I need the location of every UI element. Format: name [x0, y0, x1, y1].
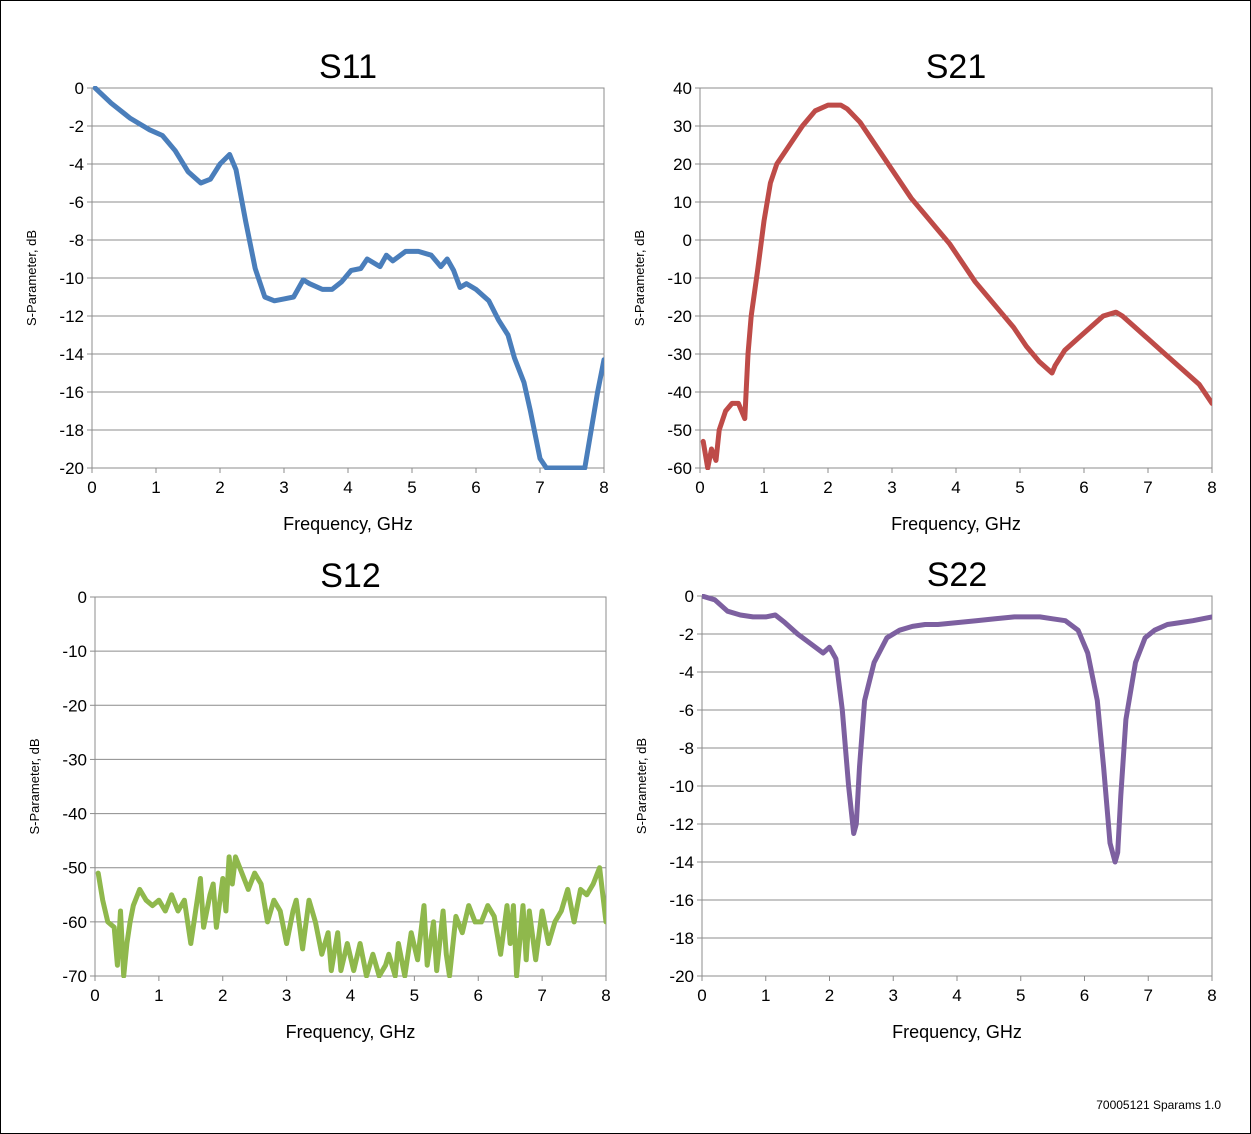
- s11-title: S11: [319, 48, 377, 86]
- s11-y-tick-label: -8: [69, 231, 84, 250]
- s22-x-tick-label: 0: [697, 986, 706, 1005]
- s21-x-tick-label: 1: [759, 478, 768, 497]
- s12-y-tick-label: -70: [62, 967, 87, 986]
- s11-y-axis-label: S-Parameter, dB: [24, 230, 39, 326]
- s12-x-tick-label: 5: [410, 986, 419, 1005]
- s11-x-tick-label: 0: [87, 478, 96, 497]
- s21-title: S21: [926, 48, 987, 86]
- s22-y-tick-label: -16: [669, 891, 694, 910]
- s12-x-tick-label: 2: [218, 986, 227, 1005]
- s22-x-tick-label: 4: [952, 986, 961, 1005]
- s21-y-tick-label: 30: [673, 117, 692, 136]
- s21-y-tick-label: 10: [673, 193, 692, 212]
- s22-x-tick-label: 8: [1207, 986, 1216, 1005]
- s22-y-tick-label: -10: [669, 777, 694, 796]
- s22-x-axis-label: Frequency, GHz: [892, 1022, 1022, 1042]
- s22-x-tick-label: 2: [825, 986, 834, 1005]
- s11-x-tick-label: 3: [279, 478, 288, 497]
- s12-x-tick-label: 8: [601, 986, 610, 1005]
- s11-y-tick-label: -12: [59, 307, 84, 326]
- s21-x-tick-label: 8: [1207, 478, 1216, 497]
- s12-x-tick-label: 0: [90, 986, 99, 1005]
- s22-y-axis-label: S-Parameter, dB: [634, 738, 649, 834]
- s22-y-tick-label: 0: [685, 587, 694, 606]
- s11-y-tick-label: -18: [59, 421, 84, 440]
- s21-x-tick-label: 5: [1015, 478, 1024, 497]
- s11-y-tick-label: -6: [69, 193, 84, 212]
- s11-y-tick-label: -16: [59, 383, 84, 402]
- s12-series-line: [95, 854, 606, 978]
- s22-y-tick-label: -4: [679, 663, 694, 682]
- s12-y-tick-label: -40: [62, 805, 87, 824]
- s21-x-tick-label: 3: [887, 478, 896, 497]
- s11-x-tick-label: 8: [599, 478, 608, 497]
- s21-x-tick-label: 4: [951, 478, 960, 497]
- s22-y-tick-label: -20: [669, 967, 694, 986]
- s11-y-tick-label: -10: [59, 269, 84, 288]
- s12-y-axis-label: S-Parameter, dB: [27, 738, 42, 834]
- chart-s22: 0-2-4-6-8-10-12-14-16-18-200 1 2 3 4 5 6 7 8S22F…: [634, 556, 1217, 1042]
- s21-y-tick-label: -10: [667, 269, 692, 288]
- s21-x-axis-label: Frequency, GHz: [891, 514, 1021, 534]
- s12-y-tick-label: -50: [62, 859, 87, 878]
- s21-x-tick-label: 2: [823, 478, 832, 497]
- s12-x-tick-label: 6: [474, 986, 483, 1005]
- s11-y-tick-label: -20: [59, 459, 84, 478]
- s12-x-tick-label: 3: [282, 986, 291, 1005]
- s11-x-axis-label: Frequency, GHz: [283, 514, 413, 534]
- s22-x-tick-label: 3: [889, 986, 898, 1005]
- s21-y-tick-label: 40: [673, 79, 692, 98]
- s11-y-tick-label: 0: [75, 79, 84, 98]
- s22-x-tick-label: 7: [1144, 986, 1153, 1005]
- s11-x-tick-label: 6: [471, 478, 480, 497]
- s12-x-tick-label: 1: [154, 986, 163, 1005]
- s21-y-tick-label: -40: [667, 383, 692, 402]
- s21-y-axis-label: S-Parameter, dB: [632, 230, 647, 326]
- s21-y-tick-label: -30: [667, 345, 692, 364]
- s12-y-tick-label: -20: [62, 696, 87, 715]
- s11-x-tick-label: 1: [151, 478, 160, 497]
- s11-series-line: [92, 86, 604, 470]
- s22-y-tick-label: -2: [679, 625, 694, 644]
- s21-y-tick-label: -60: [667, 459, 692, 478]
- s22-y-tick-label: -14: [669, 853, 694, 872]
- s22-title: S22: [927, 556, 988, 594]
- s11-x-tick-label: 2: [215, 478, 224, 497]
- s12-y-tick-label: -10: [62, 642, 87, 661]
- s22-x-tick-label: 6: [1080, 986, 1089, 1005]
- chart-s11: 0-2-4-6-8-10-12-14-16-18-200 1 2 3 4 5 6 7 8S11F…: [24, 48, 609, 534]
- s12-x-tick-label: 4: [346, 986, 355, 1005]
- s21-y-tick-label: -20: [667, 307, 692, 326]
- s11-y-tick-label: -2: [69, 117, 84, 136]
- s21-series-line: [700, 102, 1212, 470]
- s22-y-tick-label: -8: [679, 739, 694, 758]
- s11-x-tick-label: 4: [343, 478, 352, 497]
- s21-y-tick-label: 0: [683, 231, 692, 250]
- s21-x-tick-label: 0: [695, 478, 704, 497]
- s12-y-tick-label: -60: [62, 913, 87, 932]
- s12-y-tick-label: -30: [62, 750, 87, 769]
- s22-y-tick-label: -18: [669, 929, 694, 948]
- s22-x-tick-label: 1: [761, 986, 770, 1005]
- document-code: 70005121 Sparams 1.0: [1096, 1098, 1221, 1112]
- s12-x-axis-label: Frequency, GHz: [286, 1022, 416, 1042]
- s21-y-tick-label: 20: [673, 155, 692, 174]
- s11-x-tick-label: 5: [407, 478, 416, 497]
- s12-title: S12: [320, 557, 381, 595]
- s12-y-tick-label: 0: [78, 588, 87, 607]
- s22-x-tick-label: 5: [1016, 986, 1025, 1005]
- s22-y-tick-label: -12: [669, 815, 694, 834]
- s21-y-tick-label: -50: [667, 421, 692, 440]
- s21-x-tick-label: 7: [1143, 478, 1152, 497]
- s21-x-tick-label: 6: [1079, 478, 1088, 497]
- s12-x-tick-label: 7: [537, 986, 546, 1005]
- s22-y-tick-label: -6: [679, 701, 694, 720]
- s22-series-line: [702, 594, 1212, 865]
- s11-y-tick-label: -14: [59, 345, 84, 364]
- s11-y-tick-label: -4: [69, 155, 84, 174]
- chart-s12: 0-10-20-30-40-50-60-700 1 2 3 4 5 6 7 8S12Freque…: [27, 557, 611, 1042]
- s11-x-tick-label: 7: [535, 478, 544, 497]
